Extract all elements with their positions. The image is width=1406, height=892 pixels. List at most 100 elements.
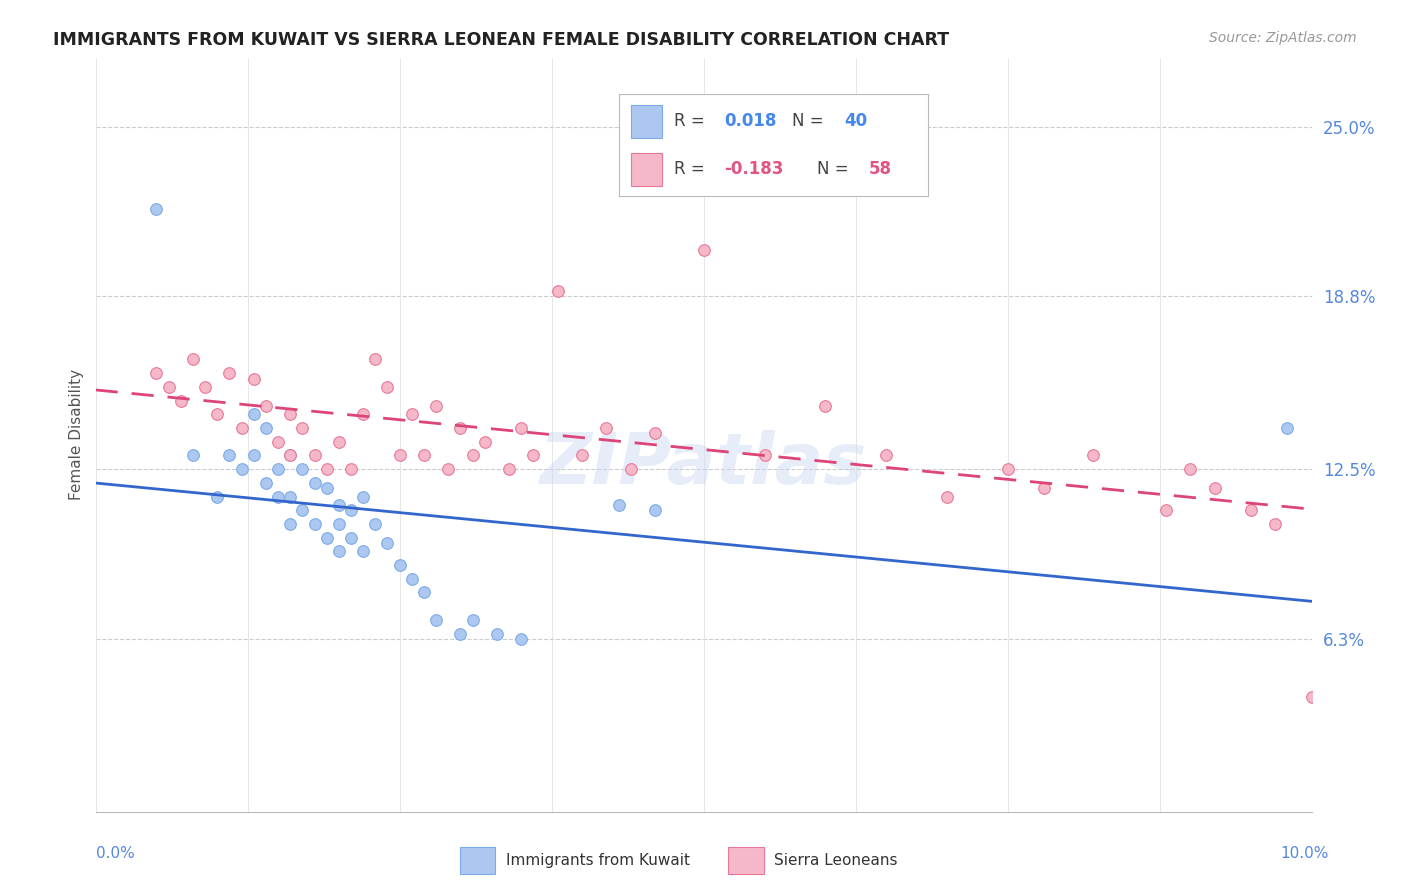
Point: [1398, 481, 1406, 495]
Point: [231, 462, 253, 476]
Point: [571, 449, 593, 463]
Bar: [631, 153, 662, 186]
Point: [1301, 690, 1323, 704]
Point: [254, 421, 277, 435]
Point: [291, 503, 314, 517]
Text: Sierra Leoneans: Sierra Leoneans: [773, 854, 897, 868]
Point: [340, 531, 363, 545]
Point: [267, 490, 290, 504]
Text: 58: 58: [869, 160, 893, 178]
Point: [510, 421, 533, 435]
Text: N =: N =: [792, 112, 828, 130]
Point: [157, 380, 180, 394]
Point: [413, 585, 436, 599]
Point: [1386, 498, 1406, 512]
Point: [1264, 516, 1286, 531]
Point: [315, 462, 337, 476]
Point: [291, 462, 314, 476]
Point: [352, 490, 374, 504]
Text: Source: ZipAtlas.com: Source: ZipAtlas.com: [1209, 31, 1357, 45]
Point: [510, 632, 533, 646]
Point: [388, 449, 411, 463]
Point: [278, 449, 301, 463]
Point: [181, 449, 204, 463]
Point: [145, 202, 167, 216]
Point: [450, 421, 472, 435]
Point: [814, 399, 837, 413]
Point: [425, 399, 447, 413]
Text: R =: R =: [675, 112, 710, 130]
Text: N =: N =: [817, 160, 853, 178]
Point: [267, 462, 290, 476]
Point: [461, 613, 484, 627]
Text: 40: 40: [845, 112, 868, 130]
Text: R =: R =: [675, 160, 710, 178]
Bar: [728, 847, 763, 874]
Point: [1361, 498, 1384, 512]
Point: [1204, 481, 1226, 495]
Point: [620, 462, 643, 476]
Text: 0.0%: 0.0%: [96, 847, 135, 861]
Point: [340, 462, 363, 476]
Text: Immigrants from Kuwait: Immigrants from Kuwait: [506, 854, 689, 868]
Point: [1154, 503, 1177, 517]
Point: [328, 498, 350, 512]
Point: [278, 449, 301, 463]
Point: [328, 544, 350, 558]
Point: [595, 421, 617, 435]
Y-axis label: Female Disability: Female Disability: [69, 369, 84, 500]
Point: [242, 372, 264, 386]
Point: [547, 284, 569, 298]
Point: [388, 558, 411, 572]
Point: [997, 462, 1019, 476]
Point: [364, 352, 387, 367]
Point: [304, 475, 326, 490]
Point: [145, 366, 167, 380]
Point: [450, 626, 472, 640]
Point: [231, 421, 253, 435]
Point: [304, 516, 326, 531]
Point: [1277, 421, 1299, 435]
Point: [315, 481, 337, 495]
Point: [340, 503, 363, 517]
Point: [754, 449, 776, 463]
Point: [170, 393, 193, 408]
Point: [278, 490, 301, 504]
Point: [485, 626, 508, 640]
Text: 10.0%: 10.0%: [1281, 847, 1329, 861]
Text: 0.018: 0.018: [724, 112, 776, 130]
Point: [1324, 508, 1347, 523]
Point: [1033, 481, 1056, 495]
Point: [401, 572, 423, 586]
Point: [278, 407, 301, 421]
Point: [328, 516, 350, 531]
Text: ZIPatlas: ZIPatlas: [540, 431, 868, 500]
Point: [207, 407, 229, 421]
Point: [1081, 449, 1104, 463]
Point: [1180, 462, 1202, 476]
Point: [267, 434, 290, 449]
Point: [328, 434, 350, 449]
Point: [278, 516, 301, 531]
Text: -0.183: -0.183: [724, 160, 783, 178]
Point: [377, 536, 399, 550]
Point: [364, 516, 387, 531]
Point: [315, 531, 337, 545]
Point: [291, 421, 314, 435]
Bar: [631, 105, 662, 137]
Bar: [460, 847, 495, 874]
Point: [352, 407, 374, 421]
Point: [936, 490, 959, 504]
Point: [461, 449, 484, 463]
Point: [425, 613, 447, 627]
Point: [413, 449, 436, 463]
Point: [498, 462, 520, 476]
Point: [474, 434, 496, 449]
Point: [644, 426, 666, 441]
Point: [1374, 516, 1396, 531]
Point: [1337, 481, 1360, 495]
Point: [254, 399, 277, 413]
Point: [207, 490, 229, 504]
Point: [644, 503, 666, 517]
Point: [437, 462, 460, 476]
